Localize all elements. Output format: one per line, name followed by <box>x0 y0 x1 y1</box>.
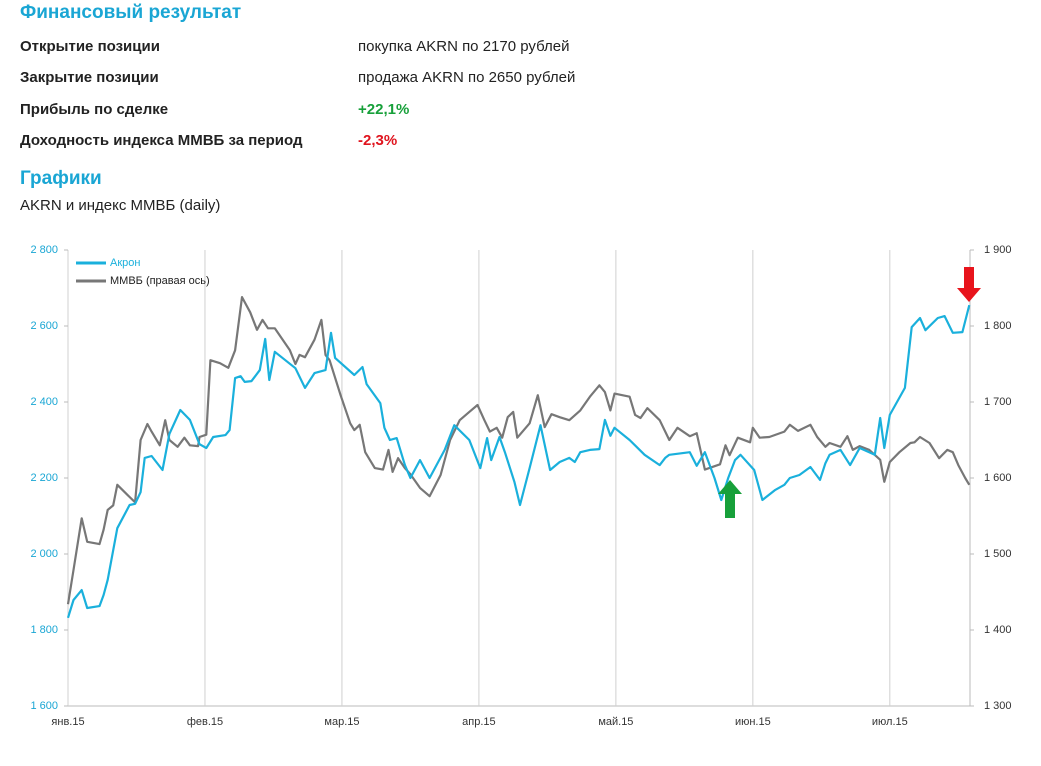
y2-tick-label: 1 900 <box>984 244 1012 256</box>
y-tick-label: 2 000 <box>30 548 58 560</box>
x-tick-label: фев.15 <box>187 716 223 728</box>
page-title: Финансовый результат <box>20 2 242 23</box>
row-label: Закрытие позиции <box>20 69 159 86</box>
row-value: -2,3% <box>358 132 398 149</box>
y-tick-label: 2 600 <box>30 320 58 332</box>
y2-tick-label: 1 700 <box>984 396 1012 408</box>
x-tick-label: янв.15 <box>51 716 84 728</box>
y2-tick-label: 1 500 <box>984 548 1012 560</box>
row-label: Открытие позиции <box>20 38 160 55</box>
x-tick-label: апр.15 <box>462 716 495 728</box>
row-value: продажа AKRN по 2650 рублей <box>358 69 576 86</box>
row-value: +22,1% <box>358 101 410 118</box>
section-title: Графики <box>20 168 102 189</box>
y-tick-label: 2 400 <box>30 396 58 408</box>
x-tick-label: июл.15 <box>872 716 908 728</box>
arrows <box>718 267 981 518</box>
y2-tick-label: 1 800 <box>984 320 1012 332</box>
buy-arrow <box>718 480 742 518</box>
legend-label: ММВБ (правая ось) <box>110 275 210 287</box>
y-tick-label: 1 800 <box>30 624 58 636</box>
series-line <box>66 304 971 619</box>
y-tick-label: 1 600 <box>30 700 58 712</box>
x-tick-label: мар.15 <box>324 716 359 728</box>
series-line <box>66 296 971 605</box>
x-tick-label: май.15 <box>598 716 633 728</box>
plot: янв.15 фев.15 мар.15 апр.15 май.15 июн.15 июл.… <box>30 244 1011 728</box>
y2-tick-label: 1 300 <box>984 700 1012 712</box>
row-label: Прибыль по сделке <box>20 101 169 118</box>
row-label: Доходность индекса ММВБ за период <box>20 132 303 149</box>
y2-tick-label: 1 600 <box>984 472 1012 484</box>
x-tick-label: июн.15 <box>735 716 771 728</box>
y-tick-label: 2 800 <box>30 244 58 256</box>
section-subtitle: AKRN и индекс ММВБ (daily) <box>20 197 221 214</box>
y2-tick-label: 1 400 <box>984 624 1012 636</box>
legend-label: Акрон <box>110 257 140 269</box>
sell-arrow <box>957 267 981 302</box>
y-tick-label: 2 200 <box>30 472 58 484</box>
row-value: покупка AKRN по 2170 рублей <box>358 38 570 55</box>
